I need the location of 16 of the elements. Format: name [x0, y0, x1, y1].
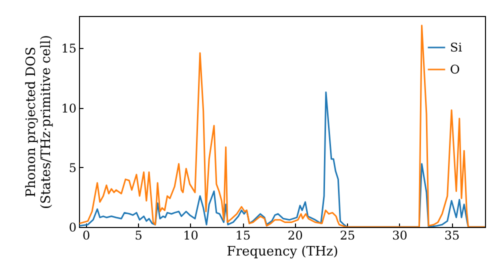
x-tick-label: 30 [392, 228, 408, 242]
line-series [79, 24, 485, 227]
y-tick-label: 10 [61, 101, 76, 116]
x-tick-label: 10 [183, 228, 198, 242]
x-tick-label: 25 [340, 228, 356, 242]
x-tick-label: 20 [288, 228, 303, 242]
legend-label: Si [450, 40, 462, 54]
x-tick-label: 5 [134, 228, 142, 242]
y-tick-label: 5 [68, 160, 76, 175]
legend-label: O [450, 62, 460, 76]
y-tick-label: 15 [61, 42, 76, 56]
x-axis-title: Frequency (THz) [226, 244, 338, 260]
x-tick-label: 35 [444, 228, 460, 242]
x-tick-label: 15 [235, 228, 251, 242]
y-axis-title: Phonon projected DOS (States/THz·primitive cell) [24, 34, 54, 210]
x-tick-label: 0 [82, 228, 90, 242]
